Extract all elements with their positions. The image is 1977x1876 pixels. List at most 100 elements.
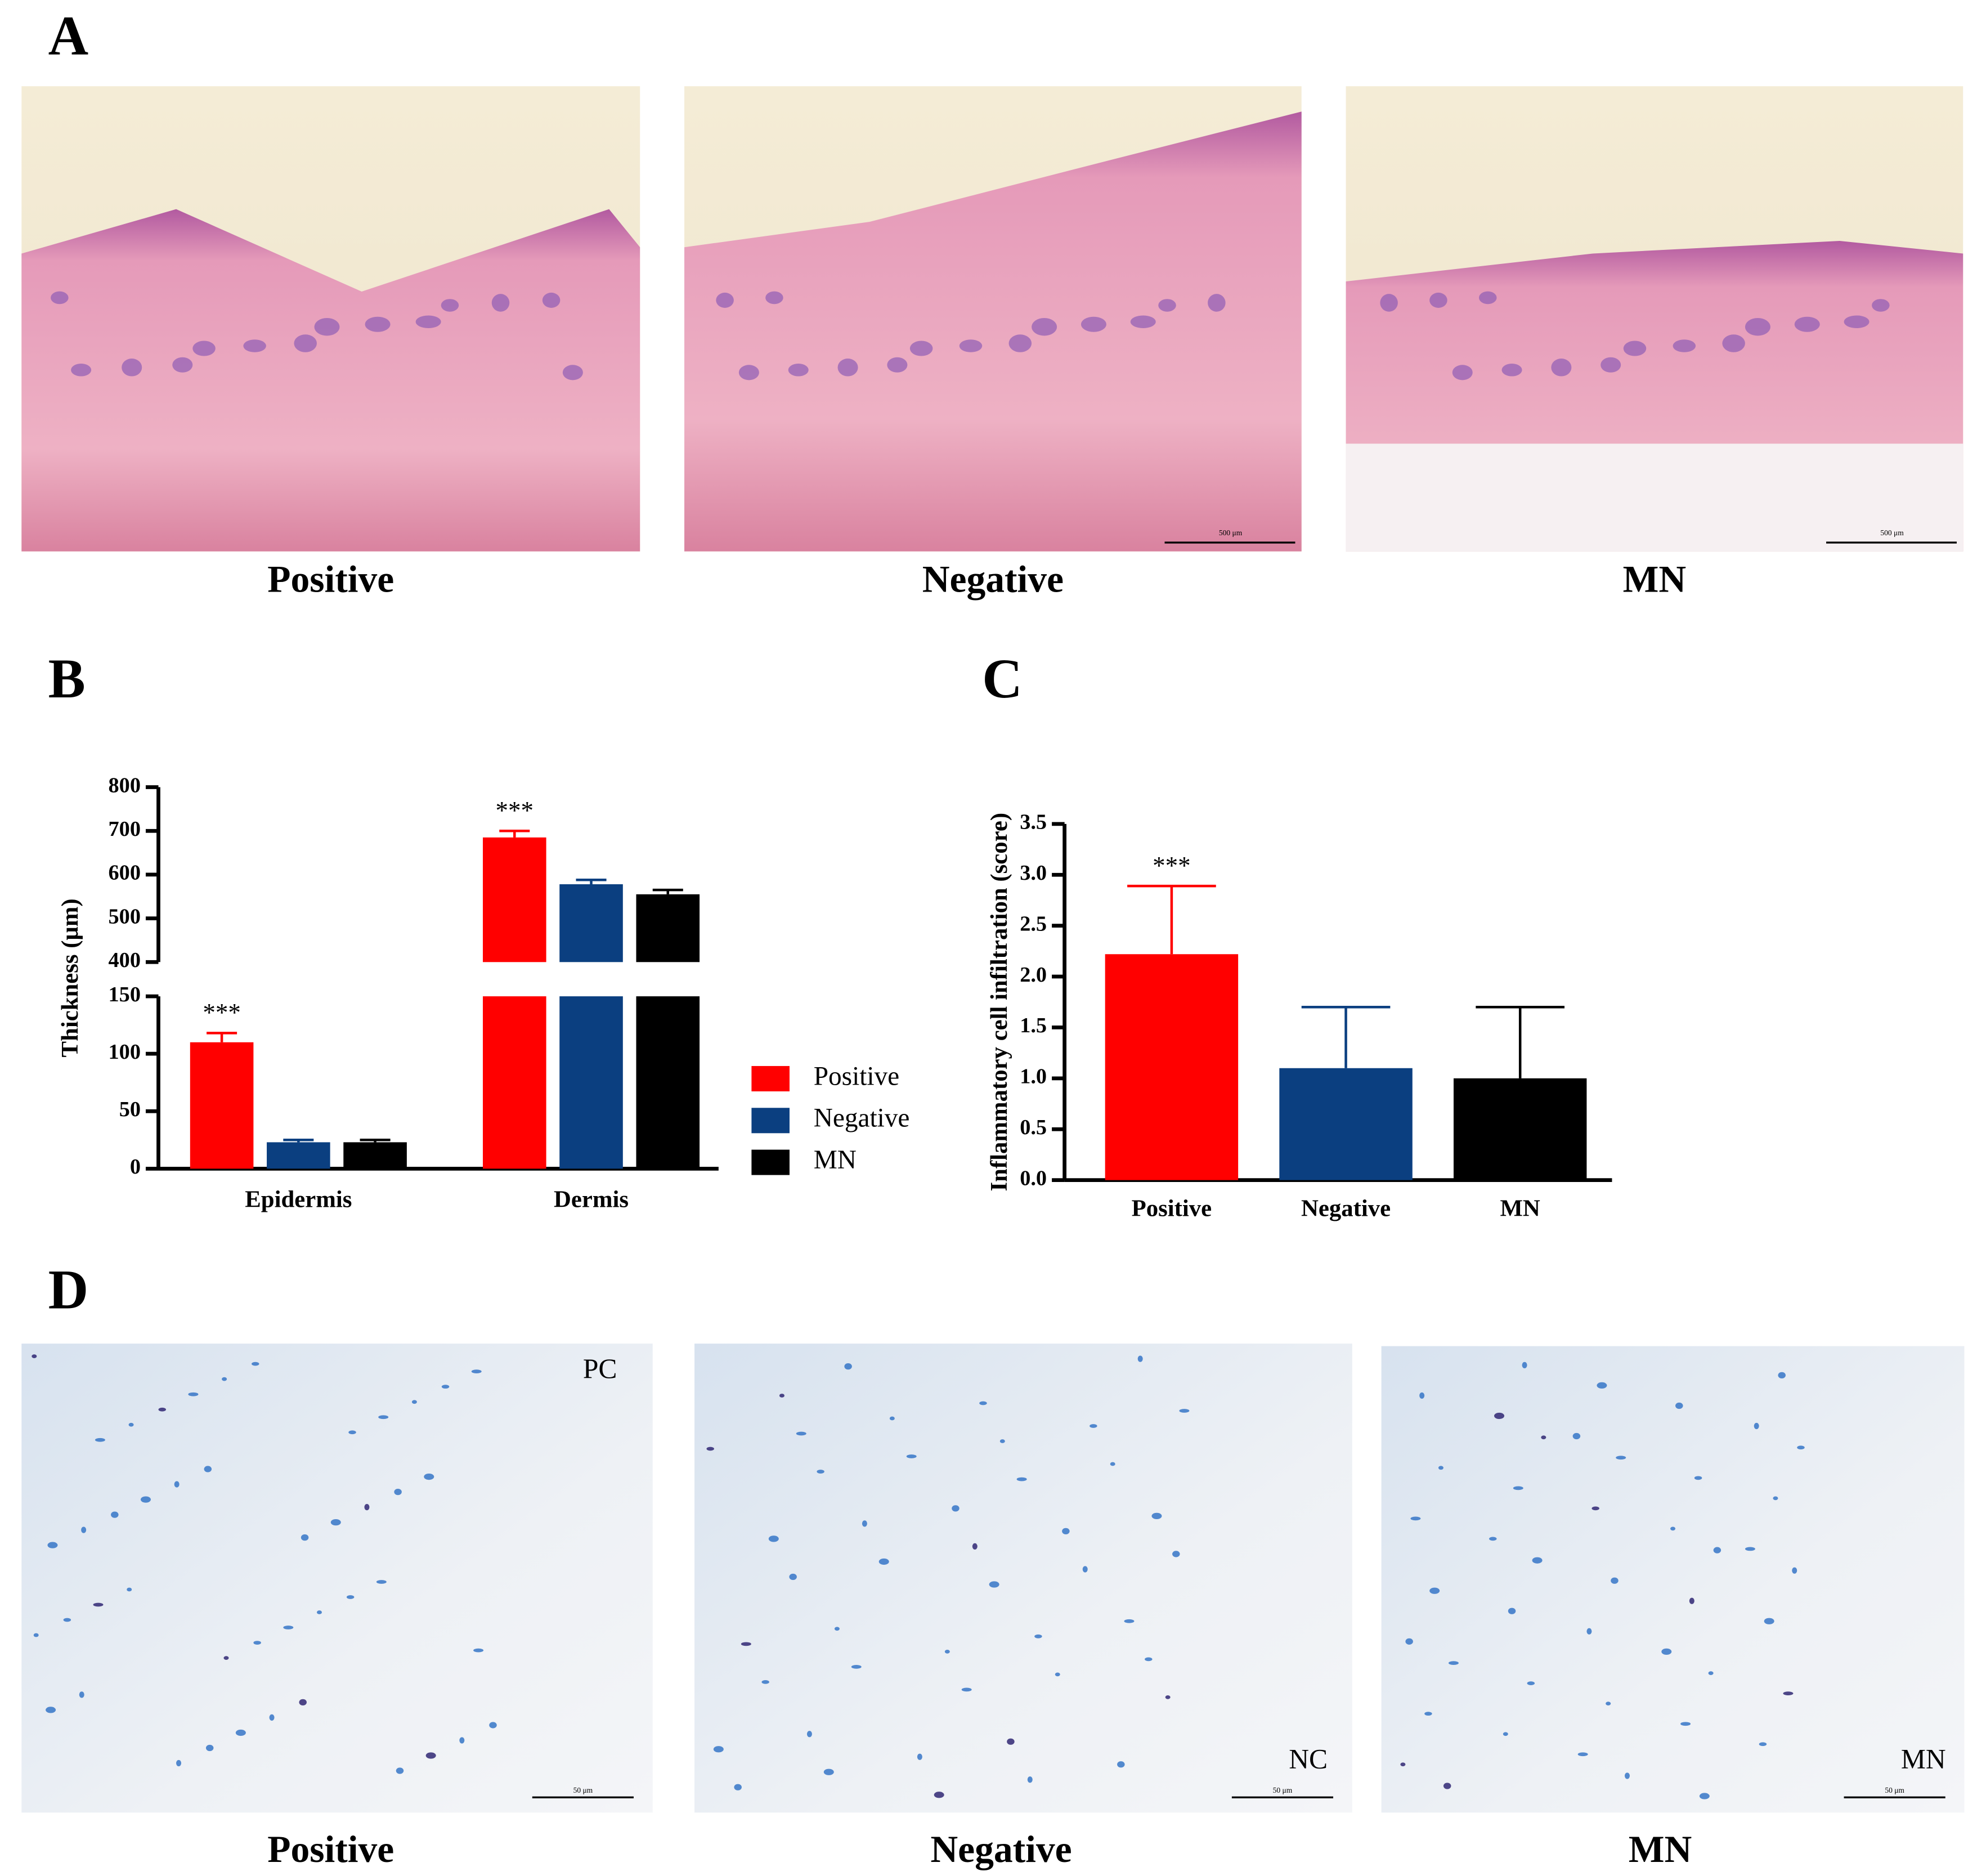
- cell: [33, 1633, 39, 1637]
- cell: [1572, 1432, 1581, 1440]
- cell: [223, 1656, 229, 1660]
- y-tick-label: 0.5: [1020, 1116, 1047, 1139]
- cell: [1429, 1587, 1440, 1594]
- tb-image: [1381, 1346, 1965, 1813]
- image-caption: Positive: [267, 1828, 394, 1870]
- y-axis-label: Inflammatory cell infiltration (score): [986, 813, 1012, 1192]
- follicle: [1673, 339, 1696, 352]
- follicle: [837, 359, 858, 377]
- cell: [1145, 1657, 1153, 1662]
- legend-swatch: [751, 1065, 790, 1091]
- cell: [1670, 1526, 1676, 1531]
- image-panels: A B C D Positive Negative 500 μm MN 500 μm PC 50 μ…: [21, 6, 1965, 1870]
- follicle: [71, 364, 92, 377]
- image-caption: MN: [1629, 1828, 1692, 1870]
- cell: [1503, 1732, 1508, 1736]
- cell: [844, 1363, 852, 1370]
- charts: 0 50 100 150 400 500 600 700 800 Thickness (μm) Ep…: [57, 773, 1612, 1221]
- significance-label: ***: [1153, 852, 1191, 880]
- legend-label: MN: [814, 1145, 857, 1175]
- follicle: [441, 299, 459, 312]
- tissue: [21, 209, 640, 552]
- image-caption: MN: [1623, 558, 1687, 600]
- follicle: [1478, 291, 1497, 305]
- cell: [1172, 1551, 1180, 1557]
- cell: [1400, 1762, 1406, 1767]
- cell: [1448, 1661, 1459, 1665]
- bar: [267, 1142, 330, 1169]
- follicle: [1158, 299, 1176, 312]
- cell: [79, 1691, 84, 1698]
- cell: [1783, 1691, 1794, 1696]
- cell: [1405, 1638, 1413, 1645]
- cell: [1124, 1619, 1135, 1623]
- follicle: [1722, 334, 1745, 352]
- significance-label: ***: [203, 999, 241, 1027]
- cell: [471, 1369, 482, 1374]
- cell: [348, 1430, 356, 1435]
- follicle: [738, 365, 759, 380]
- cell: [761, 1680, 769, 1684]
- cell: [1759, 1742, 1767, 1747]
- follicle: [1551, 359, 1572, 377]
- panel-label: A: [48, 6, 89, 67]
- cell: [1410, 1516, 1421, 1521]
- cell: [823, 1768, 834, 1775]
- cell: [979, 1401, 987, 1405]
- cell: [1661, 1648, 1672, 1655]
- cell: [1745, 1547, 1755, 1551]
- cell: [364, 1503, 370, 1511]
- cell: [1007, 1738, 1015, 1745]
- x-tick-label: Positive: [1132, 1195, 1212, 1221]
- follicle: [51, 291, 69, 305]
- cell: [47, 1542, 58, 1548]
- follicle: [172, 357, 193, 373]
- bar: [482, 996, 546, 1169]
- follicle: [243, 339, 266, 352]
- image-tag: NC: [1289, 1744, 1328, 1775]
- cell: [63, 1618, 71, 1622]
- cell: [961, 1687, 972, 1692]
- cell: [1179, 1409, 1190, 1413]
- follicle: [491, 294, 510, 312]
- y-tick-label: 1.0: [1020, 1065, 1047, 1089]
- cell: [1754, 1422, 1759, 1430]
- y-tick-label: 50: [119, 1098, 141, 1121]
- cell: [1592, 1506, 1599, 1511]
- cell: [128, 1422, 134, 1427]
- y-tick-label: 0: [130, 1155, 141, 1179]
- follicle: [1130, 315, 1156, 328]
- cell: [424, 1473, 434, 1480]
- cell: [779, 1394, 784, 1398]
- cell: [1527, 1681, 1535, 1686]
- significance-label: ***: [496, 796, 534, 825]
- follicle: [1844, 315, 1870, 328]
- cell: [1082, 1566, 1088, 1573]
- cell: [1110, 1462, 1115, 1466]
- cell: [952, 1505, 960, 1512]
- follicle: [562, 365, 583, 380]
- cell: [316, 1610, 322, 1614]
- x-tick-label: Negative: [1301, 1195, 1391, 1221]
- cell: [252, 1362, 259, 1366]
- cell: [1773, 1496, 1778, 1501]
- cell: [796, 1431, 806, 1436]
- cell: [878, 1558, 889, 1565]
- follicle: [959, 339, 983, 352]
- cell: [394, 1488, 402, 1496]
- y-tick-label: 0.0: [1020, 1166, 1047, 1190]
- cell: [1424, 1712, 1432, 1716]
- follicle: [1452, 365, 1473, 380]
- cell: [972, 1543, 978, 1550]
- scale-bar-label: 500 μm: [1219, 529, 1243, 537]
- cell: [1577, 1752, 1588, 1757]
- follicle: [314, 317, 340, 336]
- cell: [1508, 1608, 1516, 1614]
- bar: [190, 1042, 254, 1169]
- cell: [1494, 1412, 1505, 1420]
- y-tick-label: 600: [109, 861, 141, 885]
- follicle: [192, 341, 216, 356]
- follicle: [887, 357, 908, 373]
- cell: [1532, 1557, 1543, 1564]
- legend-label: Positive: [814, 1062, 899, 1091]
